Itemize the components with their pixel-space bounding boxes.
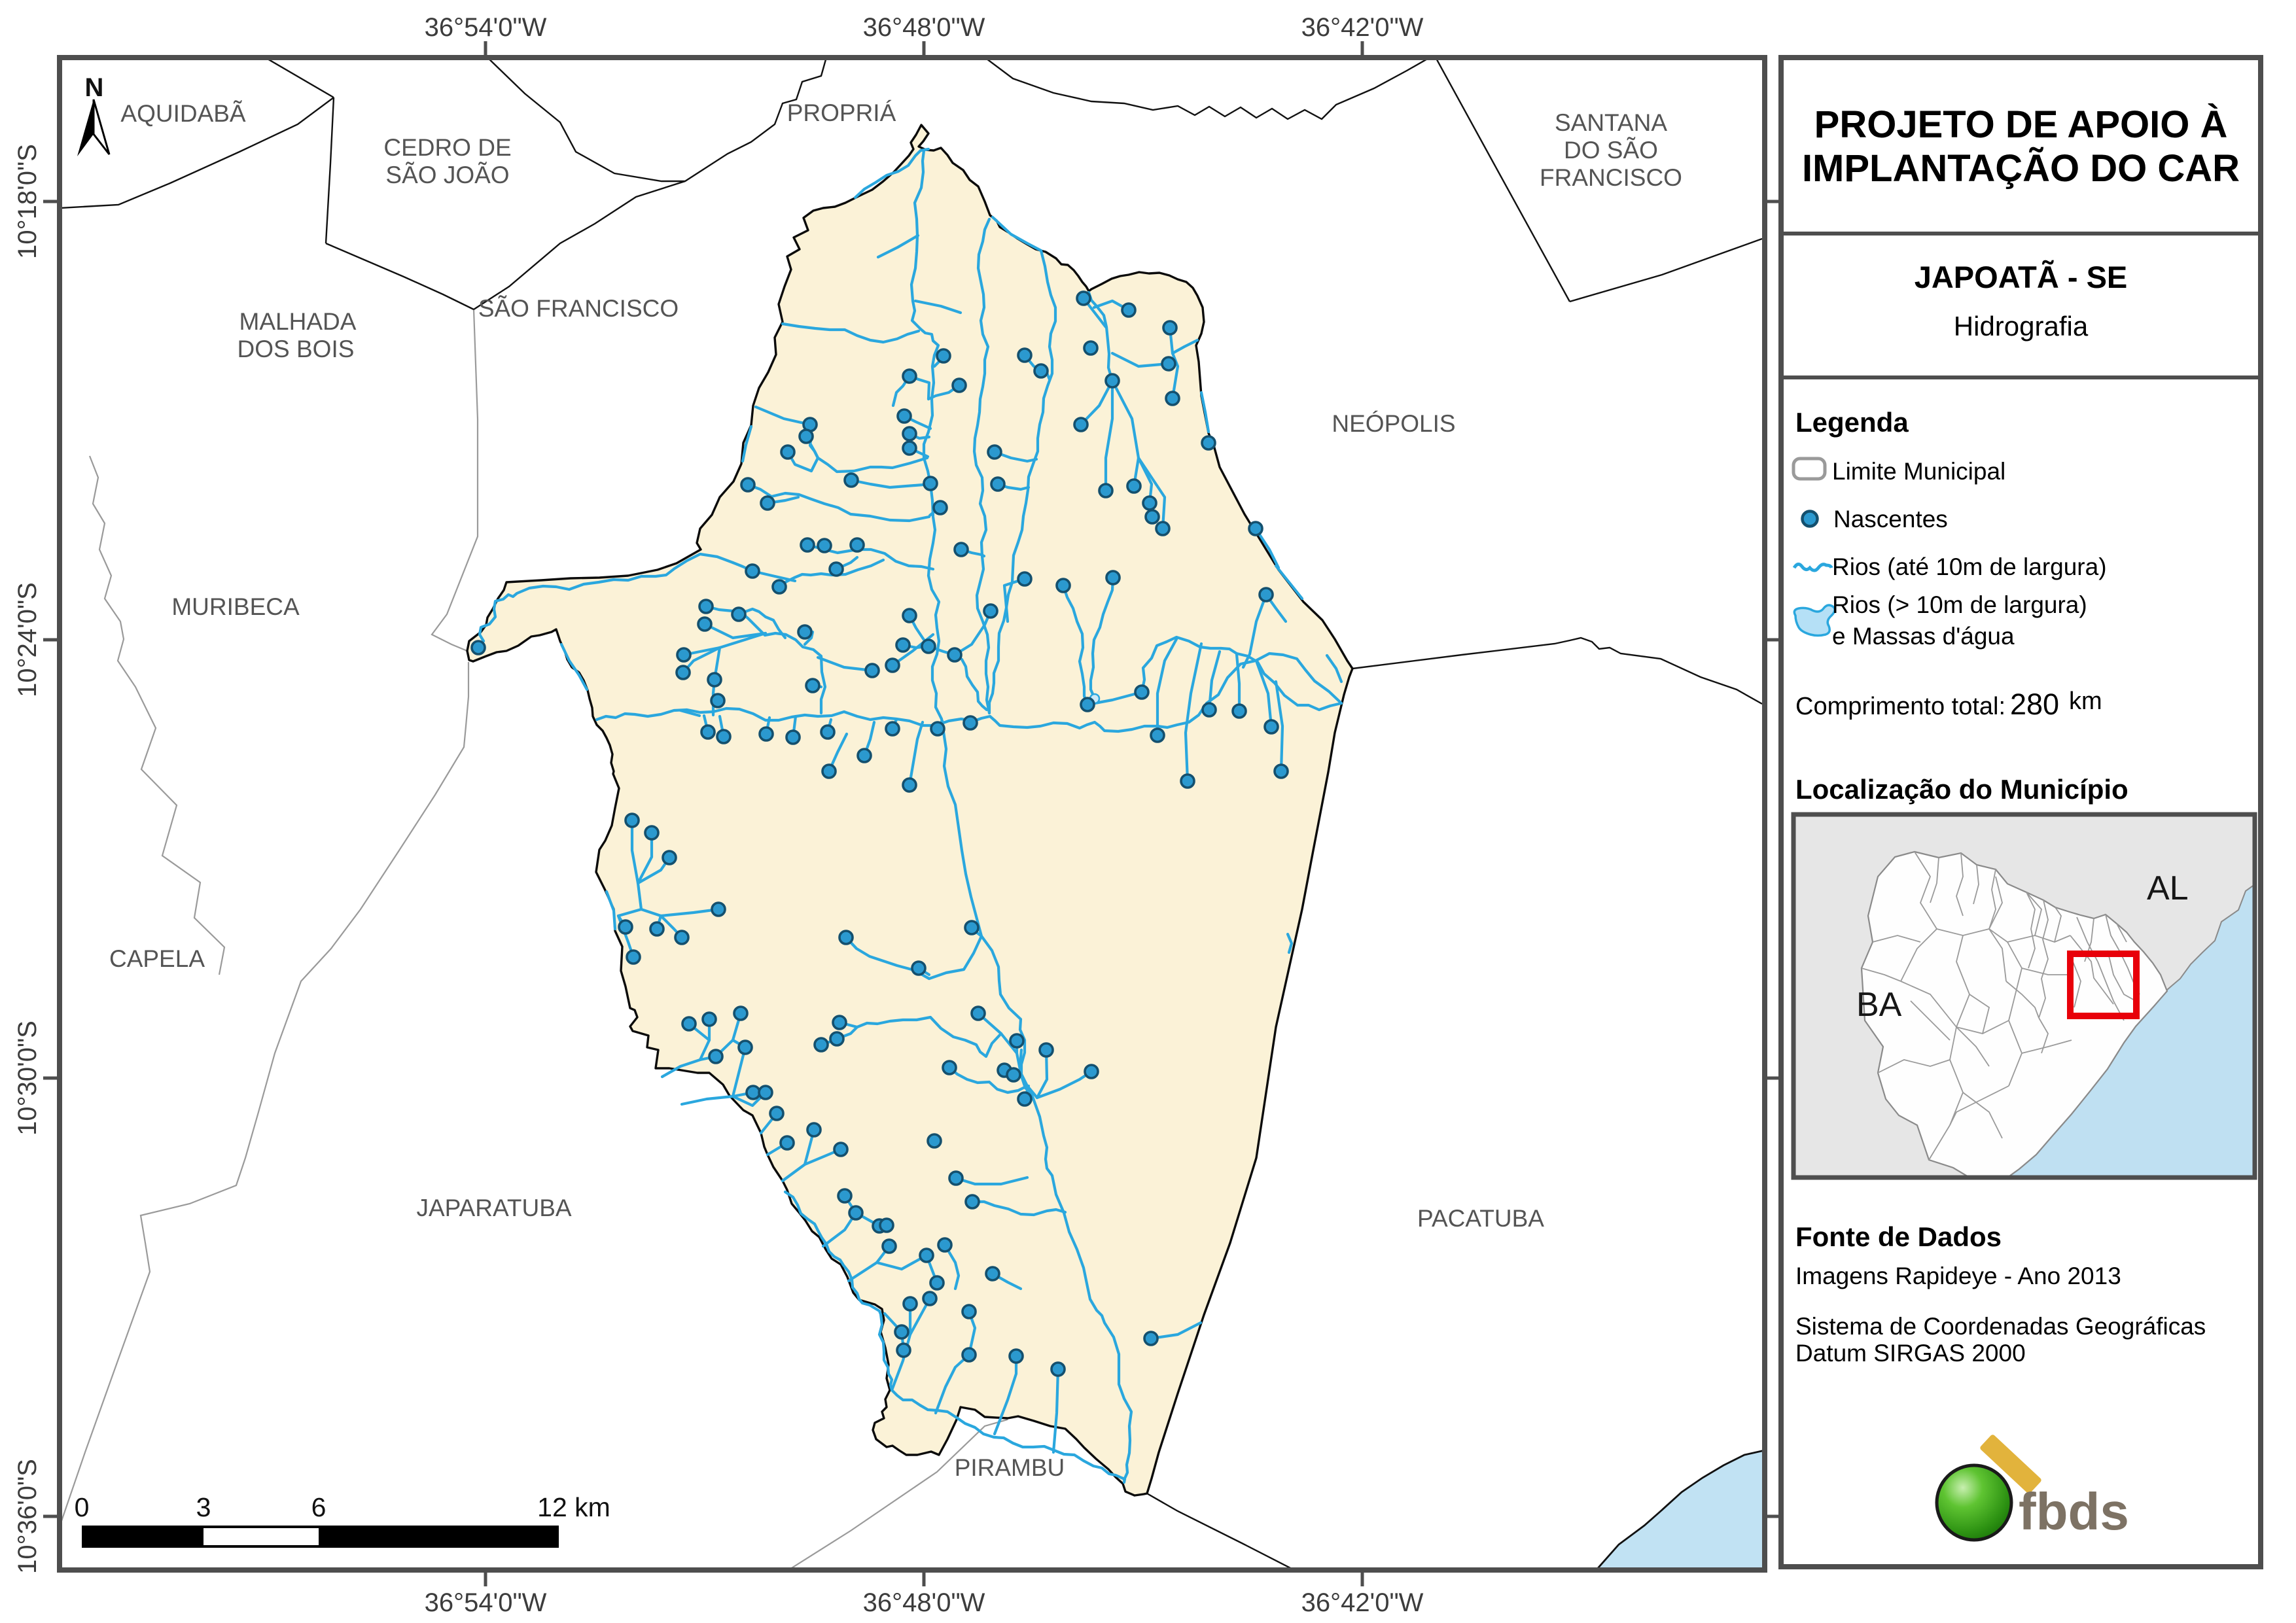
svg-text:10°18'0"S: 10°18'0"S <box>13 144 42 259</box>
svg-text:10°24'0"S: 10°24'0"S <box>13 582 42 697</box>
svg-text:km: km <box>2069 688 2102 715</box>
svg-text:MALHADA: MALHADA <box>239 308 357 335</box>
svg-text:IMPLANTAÇÃO DO CAR: IMPLANTAÇÃO DO CAR <box>1802 147 2240 190</box>
svg-text:Rios (até 10m de largura): Rios (até 10m de largura) <box>1832 553 2107 580</box>
svg-text:10°36'0"S: 10°36'0"S <box>13 1459 42 1574</box>
svg-text:280: 280 <box>2010 688 2059 721</box>
svg-text:36°42'0"W: 36°42'0"W <box>1301 1588 1424 1617</box>
svg-text:PROJETO DE APOIO À: PROJETO DE APOIO À <box>1814 103 2228 146</box>
svg-text:NEÓPOLIS: NEÓPOLIS <box>1332 410 1455 437</box>
svg-text:BA: BA <box>1856 986 1902 1024</box>
svg-text:36°48'0"W: 36°48'0"W <box>863 13 985 42</box>
svg-text:36°54'0"W: 36°54'0"W <box>425 13 547 42</box>
svg-text:Imagens Rapideye - Ano 2013: Imagens Rapideye - Ano 2013 <box>1795 1263 2121 1289</box>
svg-text:Rios (> 10m de largura): Rios (> 10m de largura) <box>1832 591 2087 618</box>
svg-text:Datum SIRGAS 2000: Datum SIRGAS 2000 <box>1795 1340 2026 1367</box>
svg-text:Comprimento total:: Comprimento total: <box>1795 693 2005 720</box>
svg-text:JAPARATUBA: JAPARATUBA <box>416 1195 571 1221</box>
svg-text:Hidrografia: Hidrografia <box>1954 311 2089 341</box>
svg-text:36°48'0"W: 36°48'0"W <box>863 1588 985 1617</box>
svg-text:JAPOATÃ - SE: JAPOATÃ - SE <box>1915 260 2128 294</box>
svg-text:3: 3 <box>196 1492 211 1522</box>
svg-text:fbds: fbds <box>2019 1482 2129 1541</box>
svg-text:FRANCISCO: FRANCISCO <box>1540 164 1682 191</box>
svg-text:AL: AL <box>2147 869 2189 907</box>
svg-text:SÃO FRANCISCO: SÃO FRANCISCO <box>478 295 679 322</box>
svg-text:Limite Municipal: Limite Municipal <box>1832 458 2005 485</box>
svg-text:MURIBECA: MURIBECA <box>171 593 300 620</box>
svg-text:Legenda: Legenda <box>1795 407 1909 438</box>
svg-text:PACATUBA: PACATUBA <box>1417 1205 1544 1232</box>
svg-text:SANTANA: SANTANA <box>1555 109 1667 136</box>
svg-text:CEDRO DE: CEDRO DE <box>383 134 511 161</box>
svg-text:10°30'0"S: 10°30'0"S <box>13 1021 42 1136</box>
svg-text:N: N <box>85 73 104 102</box>
svg-text:12 km: 12 km <box>537 1492 610 1522</box>
svg-text:6: 6 <box>311 1492 327 1522</box>
svg-text:Nascentes: Nascentes <box>1833 506 1948 532</box>
svg-text:Sistema de Coordenadas Geográf: Sistema de Coordenadas Geográficas <box>1795 1313 2206 1340</box>
svg-text:e Massas d'água: e Massas d'água <box>1832 623 2015 650</box>
svg-text:CAPELA: CAPELA <box>109 945 205 972</box>
svg-text:36°54'0"W: 36°54'0"W <box>425 1588 547 1617</box>
svg-text:36°42'0"W: 36°42'0"W <box>1301 13 1424 42</box>
svg-text:SÃO JOÃO: SÃO JOÃO <box>385 162 509 188</box>
svg-text:0: 0 <box>75 1492 90 1522</box>
svg-text:Fonte de Dados: Fonte de Dados <box>1795 1221 2002 1252</box>
svg-text:PIRAMBU: PIRAMBU <box>955 1454 1065 1481</box>
svg-text:DOS BOIS: DOS BOIS <box>238 336 355 362</box>
svg-text:AQUIDABÃ: AQUIDABÃ <box>120 100 246 127</box>
svg-text:Localização do Município: Localização do Município <box>1795 774 2128 805</box>
svg-text:DO SÃO: DO SÃO <box>1564 137 1658 164</box>
svg-text:PROPRIÁ: PROPRIÁ <box>787 99 896 126</box>
